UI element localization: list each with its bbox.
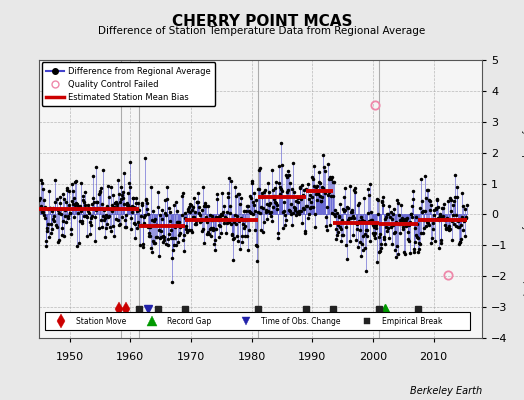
- Y-axis label: Monthly Temperature Anomaly Difference (°C): Monthly Temperature Anomaly Difference (…: [521, 102, 524, 296]
- Text: 1980: 1980: [237, 352, 266, 362]
- Text: Difference of Station Temperature Data from Regional Average: Difference of Station Temperature Data f…: [99, 26, 425, 36]
- Text: 1990: 1990: [298, 352, 326, 362]
- Bar: [46, 312, 470, 330]
- Text: Berkeley Earth: Berkeley Earth: [410, 386, 482, 396]
- Text: 1960: 1960: [116, 352, 144, 362]
- Text: Empirical Break: Empirical Break: [382, 316, 442, 326]
- Text: Time of Obs. Change: Time of Obs. Change: [260, 316, 340, 326]
- Text: 1950: 1950: [56, 352, 84, 362]
- Text: CHERRY POINT MCAS: CHERRY POINT MCAS: [172, 14, 352, 29]
- Legend: Difference from Regional Average, Quality Control Failed, Estimated Station Mean: Difference from Regional Average, Qualit…: [42, 62, 215, 106]
- Text: Station Move: Station Move: [75, 316, 126, 326]
- Text: 2000: 2000: [359, 352, 387, 362]
- Text: 1970: 1970: [177, 352, 205, 362]
- Text: 2010: 2010: [420, 352, 447, 362]
- Text: Record Gap: Record Gap: [167, 316, 211, 326]
